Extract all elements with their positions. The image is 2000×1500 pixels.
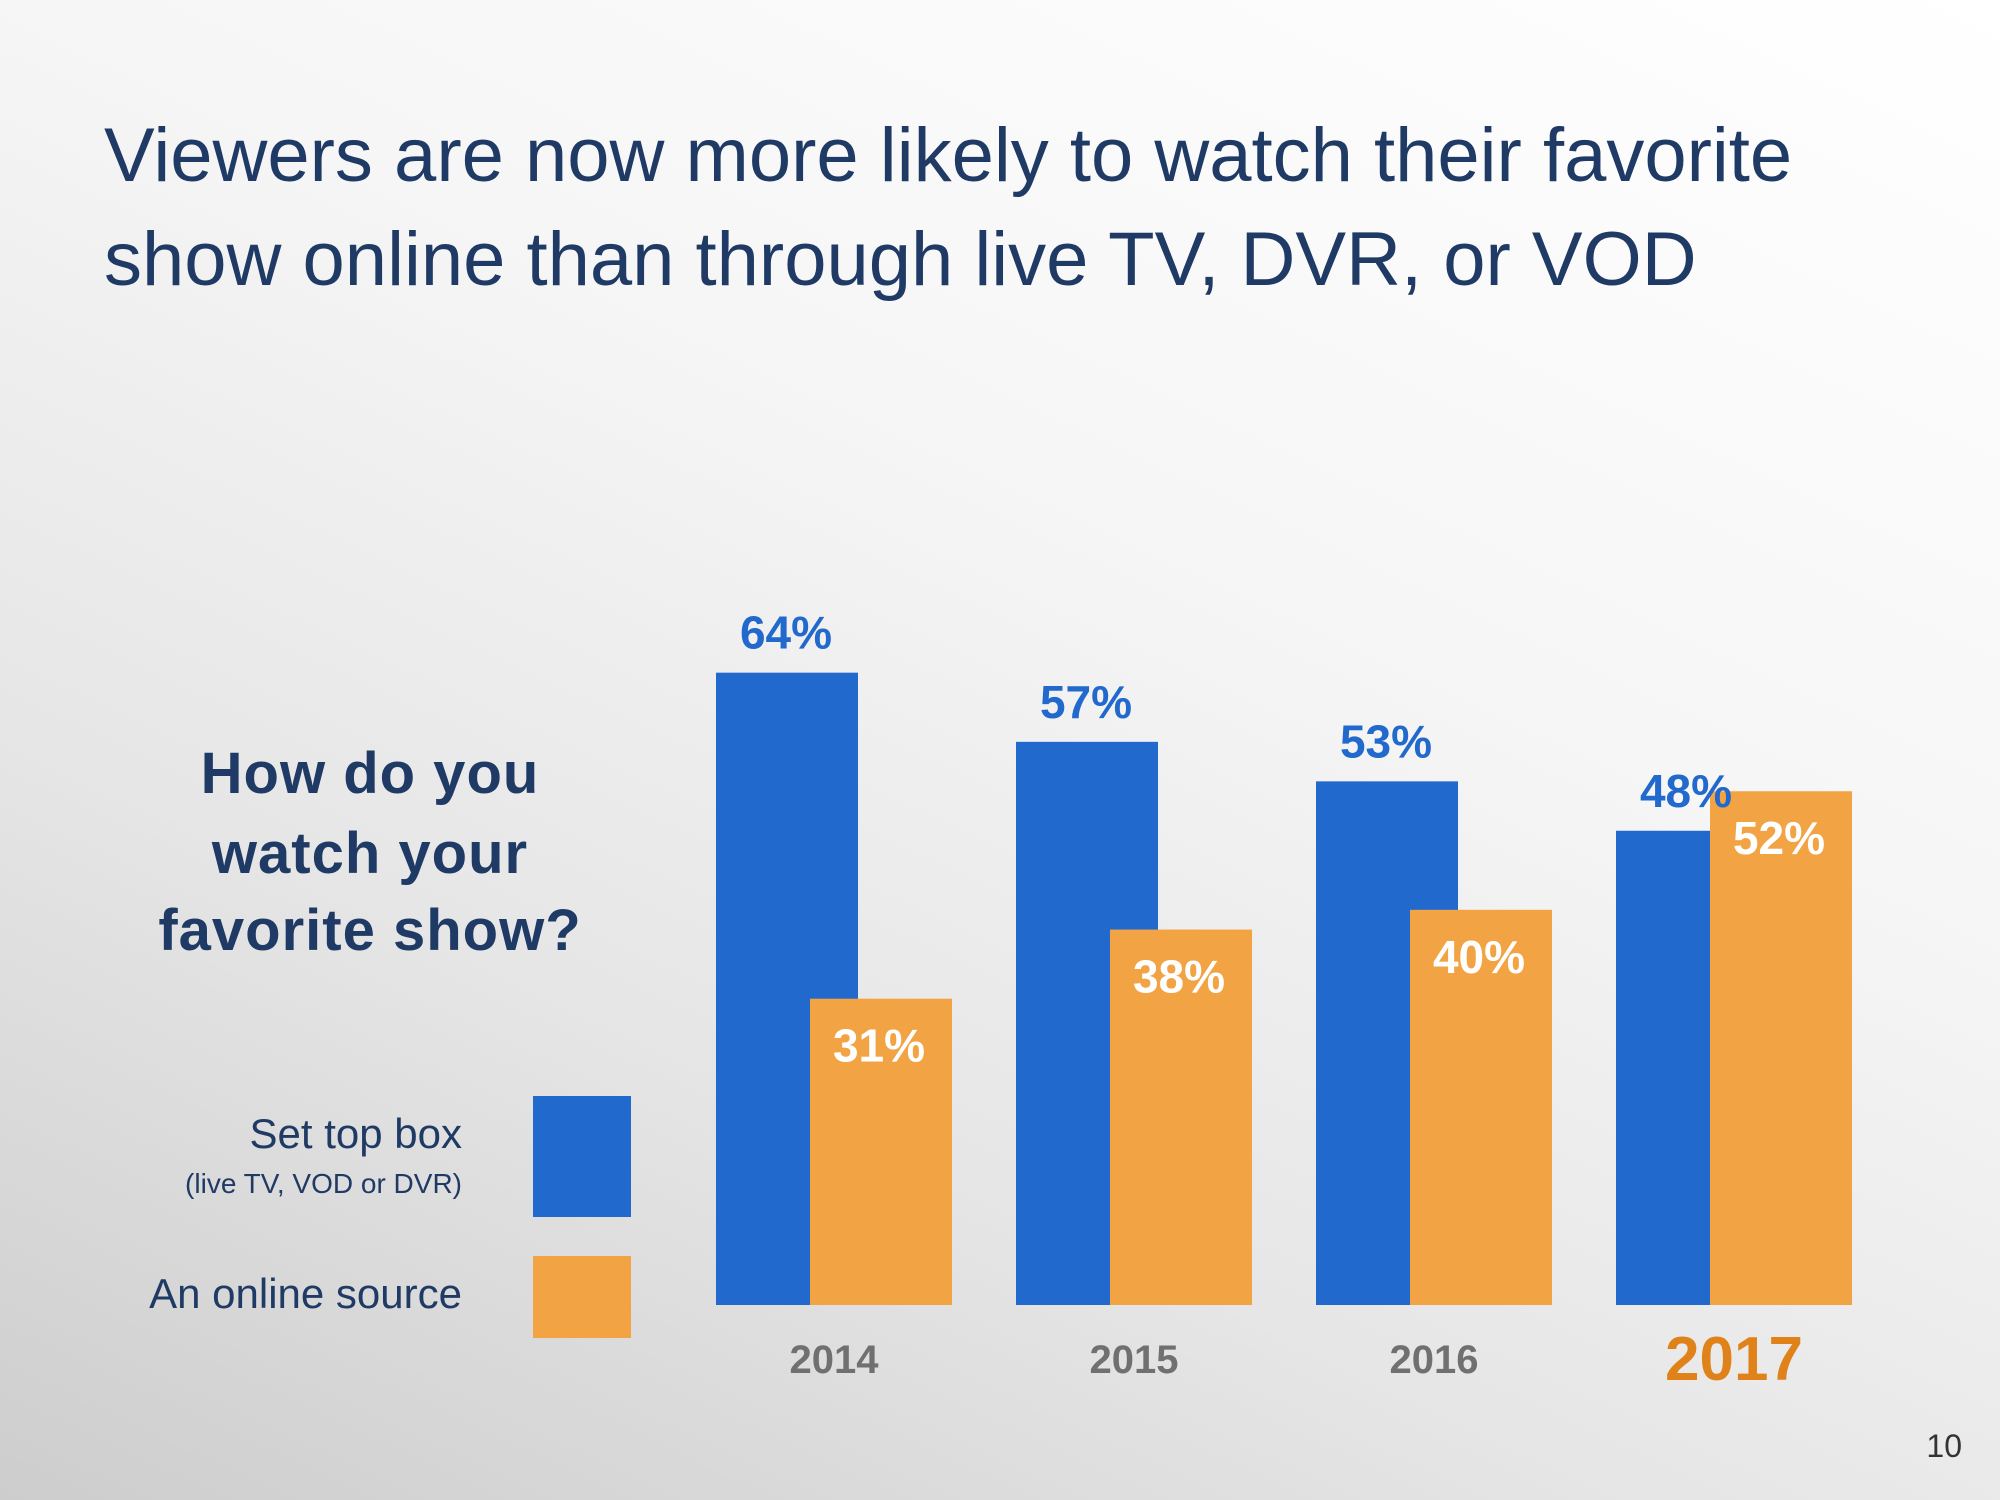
bar-online-2016 [1410,909,1552,1305]
slide-title-line-2: show online than through live TV, DVR, o… [104,217,1697,302]
legend-set-top-box-sublabel: (live TV, VOD or DVR) [185,1168,462,1199]
data-label-online-2015: 38% [1133,951,1225,1003]
legend-set-top-box-swatch [533,1096,631,1217]
data-label-online-2017: 52% [1733,812,1825,864]
x-tick-label-2014: 2014 [790,1338,880,1382]
bar-group-2015: 57% 38% 2015 [1016,676,1252,1382]
question-line-1: How do you [200,741,540,806]
x-tick-label-2017: 2017 [1665,1325,1803,1394]
bar-group-2017: 48%52% 2017 [1616,765,1852,1394]
data-label-set-top-box-2014: 64% [740,607,832,659]
x-tick-label-2016: 2016 [1390,1338,1479,1382]
legend-set-top-box-label: Set top box [249,1110,462,1157]
bar-online-2014 [810,998,952,1305]
data-label-set-top-box-2017: 48% [1640,765,1732,817]
legend-online-label: An online source [149,1270,462,1317]
bar-online-2017 [1710,791,1852,1305]
data-label-online-2014: 31% [833,1020,925,1072]
page-number: 10 [1926,1428,1962,1464]
question-line-2: watch your [211,821,529,886]
bar-online-2015 [1110,929,1252,1305]
bar-group-2016: 53% 40% 2016 [1316,715,1552,1382]
data-label-set-top-box-2015: 57% [1040,676,1132,728]
data-label-online-2016: 40% [1433,931,1525,983]
question-line-3: favorite show? [158,898,582,963]
slide-title-line-1: Viewers are now more likely to watch the… [104,113,1793,198]
legend-online-swatch [533,1256,631,1338]
data-label-set-top-box-2016: 53% [1340,715,1432,767]
x-tick-label-2015: 2015 [1090,1338,1179,1382]
bar-group-2014: 64% 31% 2014 [716,607,952,1382]
